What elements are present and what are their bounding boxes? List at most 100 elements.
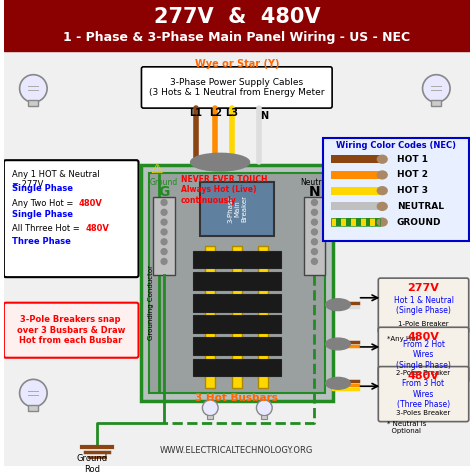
Text: L3: L3 xyxy=(225,108,238,118)
Bar xyxy=(361,218,365,226)
Text: 1-Pole Breaker: 1-Pole Breaker xyxy=(398,321,449,328)
Bar xyxy=(149,173,325,393)
Text: 480V: 480V xyxy=(408,332,439,342)
Text: N: N xyxy=(260,111,268,121)
Circle shape xyxy=(311,229,318,235)
Text: NEVER EVER TOUCH
Always Hot (Live)
continuously: NEVER EVER TOUCH Always Hot (Live) conti… xyxy=(181,175,267,205)
Text: 2-Poles Breaker: 2-Poles Breaker xyxy=(396,371,451,376)
Text: NEUTRAL: NEUTRAL xyxy=(397,202,444,211)
Circle shape xyxy=(161,200,167,205)
Text: Single Phase: Single Phase xyxy=(12,210,73,219)
Bar xyxy=(192,316,281,333)
Bar xyxy=(331,155,380,163)
Circle shape xyxy=(311,239,318,245)
Text: 3 Hot Busbars: 3 Hot Busbars xyxy=(195,393,278,403)
Text: Any 1 HOT & Neutral
= 277V: Any 1 HOT & Neutral = 277V xyxy=(12,170,100,190)
Bar xyxy=(331,218,380,226)
Bar xyxy=(304,197,325,275)
Text: From 2 Hot
Wires
(Single Phase): From 2 Hot Wires (Single Phase) xyxy=(396,340,451,370)
Bar xyxy=(192,337,281,355)
Circle shape xyxy=(311,249,318,255)
Circle shape xyxy=(161,249,167,255)
Circle shape xyxy=(311,210,318,215)
Text: Ground
Rod: Ground Rod xyxy=(77,454,108,474)
Ellipse shape xyxy=(191,153,250,171)
Text: * Neutral is
  Optional: * Neutral is Optional xyxy=(387,421,427,434)
Text: Wiring Color Codes (NEC): Wiring Color Codes (NEC) xyxy=(336,141,456,150)
Bar xyxy=(192,294,281,311)
Text: L1: L1 xyxy=(189,108,202,118)
Bar xyxy=(4,51,470,466)
Text: 480V: 480V xyxy=(79,199,102,208)
Circle shape xyxy=(422,75,450,102)
Text: 277V  &  480V: 277V & 480V xyxy=(154,7,320,27)
FancyBboxPatch shape xyxy=(4,160,138,277)
Text: 1 - Phase & 3-Phase Main Panel Wiring - US - NEC: 1 - Phase & 3-Phase Main Panel Wiring - … xyxy=(63,31,410,44)
Text: Three Phase: Three Phase xyxy=(12,237,71,246)
Text: 3-Phase Power Supply Cables
(3 Hots & 1 Neutral from Energy Meter: 3-Phase Power Supply Cables (3 Hots & 1 … xyxy=(149,78,325,97)
Circle shape xyxy=(311,258,318,264)
Text: HOT 3: HOT 3 xyxy=(397,186,428,195)
Bar xyxy=(205,246,215,388)
Circle shape xyxy=(161,229,167,235)
Text: Neutral: Neutral xyxy=(300,178,329,187)
FancyBboxPatch shape xyxy=(378,366,469,421)
Bar xyxy=(153,197,175,275)
Ellipse shape xyxy=(377,187,387,195)
Ellipse shape xyxy=(326,377,350,389)
Circle shape xyxy=(161,219,167,225)
Bar xyxy=(4,0,470,51)
Text: 3-Phase
Main
Breaker: 3-Phase Main Breaker xyxy=(227,195,247,223)
Bar xyxy=(192,251,281,268)
Bar xyxy=(351,218,356,226)
Bar xyxy=(141,165,333,401)
Circle shape xyxy=(19,379,47,407)
Bar xyxy=(331,218,336,226)
Text: WWW.ELECTRICALTECHNOLOGY.ORG: WWW.ELECTRICALTECHNOLOGY.ORG xyxy=(160,446,313,455)
Ellipse shape xyxy=(377,155,387,163)
Bar xyxy=(258,246,268,388)
Bar xyxy=(331,187,380,195)
Ellipse shape xyxy=(377,171,387,179)
Circle shape xyxy=(202,400,218,416)
Text: GROUND: GROUND xyxy=(397,218,441,227)
Text: Any Two Hot =: Any Two Hot = xyxy=(12,199,76,208)
Bar xyxy=(261,415,267,419)
Circle shape xyxy=(19,75,47,102)
Text: 277V: 277V xyxy=(408,283,439,293)
Text: 3-Poles Breaker: 3-Poles Breaker xyxy=(396,410,451,416)
Circle shape xyxy=(256,400,272,416)
Circle shape xyxy=(422,379,450,407)
Text: From 3 Hot
Wires
(Three Phase): From 3 Hot Wires (Three Phase) xyxy=(397,379,450,409)
Text: *Any Hot: *Any Hot xyxy=(387,336,419,342)
Circle shape xyxy=(311,200,318,205)
Bar xyxy=(331,218,380,226)
Text: Wye or Star (Y): Wye or Star (Y) xyxy=(194,59,279,69)
Bar xyxy=(192,359,281,376)
Circle shape xyxy=(161,210,167,215)
Bar xyxy=(232,246,242,388)
Bar xyxy=(431,405,441,411)
Circle shape xyxy=(161,239,167,245)
Bar xyxy=(28,100,38,106)
Text: All Thrree Hot =: All Thrree Hot = xyxy=(12,224,82,233)
Ellipse shape xyxy=(377,202,387,210)
Bar xyxy=(431,100,441,106)
FancyBboxPatch shape xyxy=(4,303,138,358)
Text: N: N xyxy=(309,185,320,199)
Bar xyxy=(28,405,38,411)
FancyBboxPatch shape xyxy=(378,278,469,333)
FancyBboxPatch shape xyxy=(378,327,469,383)
Text: L2: L2 xyxy=(209,108,222,118)
Bar xyxy=(341,218,346,226)
Bar xyxy=(371,218,375,226)
FancyBboxPatch shape xyxy=(141,67,332,108)
Bar xyxy=(201,182,274,236)
Bar xyxy=(323,137,469,241)
Bar xyxy=(192,272,281,290)
Text: Ground: Ground xyxy=(150,178,178,187)
Bar xyxy=(331,202,380,210)
Bar xyxy=(207,415,213,419)
Text: G: G xyxy=(158,185,170,199)
Bar xyxy=(331,171,380,179)
